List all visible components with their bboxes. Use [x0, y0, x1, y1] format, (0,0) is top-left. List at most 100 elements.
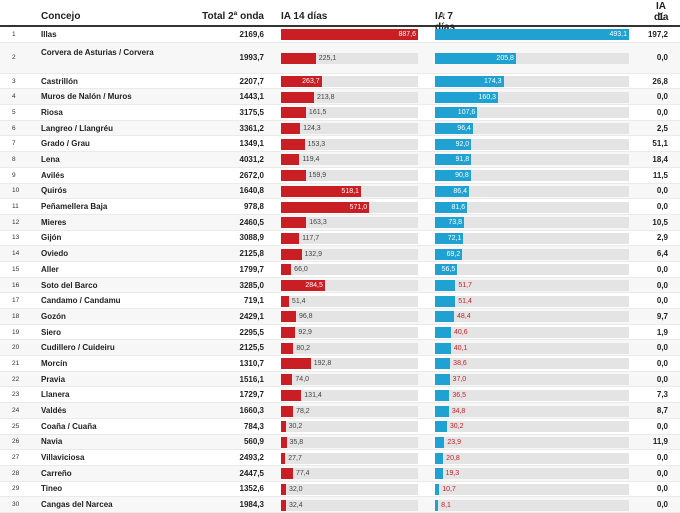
ia7-bar [435, 264, 458, 276]
municipality-name: Carreño [41, 468, 72, 478]
ia14-label: 263,7 [302, 78, 320, 86]
table-row[interactable]: 11 Peñamellera Baja 978,8 571,0 81,6 0,0 [0, 199, 680, 215]
table-row[interactable]: 10 Quirós 1640,8 518,1 86,4 0,0 [0, 183, 680, 200]
table-row[interactable]: 2 Corvera de Asturias / Corvera 1993,7 225,… [0, 42, 680, 74]
table-row[interactable]: 5 Riosa 3175,5 161,5 107,6 0,0 [0, 105, 680, 121]
row-rank: 11 [12, 203, 19, 211]
ia14-label: 78,2 [296, 407, 310, 415]
ia14-track [281, 185, 418, 197]
ia1-value: 2,5 [656, 123, 668, 133]
header-ia1[interactable]: IA 1 día [640, 1, 668, 23]
header-concejo[interactable]: Concejo [41, 11, 81, 22]
ia7-track [435, 232, 629, 244]
ia14-track [281, 217, 418, 229]
total-second-wave: 3175,5 [239, 107, 264, 117]
row-rank: 9 [12, 171, 16, 179]
ia1-value: 0,0 [656, 468, 668, 478]
ia14-track [281, 170, 418, 182]
municipality-name: Avilés [41, 170, 65, 180]
ia14-label: 163,3 [309, 219, 327, 227]
ia7-track [435, 52, 629, 64]
table-row[interactable]: 22 Pravia 1516,1 74,0 37,0 0,0 [0, 371, 680, 388]
table-row[interactable]: 24 Valdés 1660,3 78,2 34,8 8,7 [0, 403, 680, 419]
table-row[interactable]: 26 Navia 560,9 35,8 23,9 11,9 [0, 434, 680, 451]
header-total[interactable]: Total 2ª onda [202, 11, 264, 22]
ia7-bar [435, 76, 504, 88]
ia7-bar [435, 232, 464, 244]
table-row[interactable]: 18 Gozón 2429,1 96,8 48,4 9,7 [0, 309, 680, 325]
ia7-track [435, 29, 629, 41]
ia7-bar [435, 342, 451, 354]
total-second-wave: 2447,5 [239, 468, 264, 478]
table-row[interactable]: 19 Siero 2295,5 92,9 40,6 1,9 [0, 325, 680, 341]
table-row[interactable]: 8 Lena 4031,2 119,4 91,8 18,4 [0, 152, 680, 168]
ia14-track [281, 295, 418, 307]
ia7-track [435, 201, 629, 213]
table-row[interactable]: 6 Langreo / Llangréu 3361,2 124,3 96,4 2,5 [0, 120, 680, 137]
ia7-track [435, 154, 629, 166]
ia1-value: 10,5 [652, 217, 668, 227]
ia7-bar [435, 91, 499, 103]
table-row[interactable]: 21 Morcín 1310,7 192,8 38,6 0,0 [0, 356, 680, 372]
ia7-label: 40,1 [453, 344, 468, 352]
ia14-track [281, 91, 418, 103]
ia7-track [435, 421, 629, 433]
municipality-name: Cudillero / Cuideiru [41, 343, 115, 353]
ia14-label: 51,4 [291, 297, 306, 305]
ia14-label: 92,9 [298, 329, 312, 337]
table-row[interactable]: 25 Coaña / Cuaña 784,3 30,2 30,2 0,0 [0, 419, 680, 435]
row-rank: 15 [12, 265, 20, 273]
ia7-track [435, 295, 629, 307]
ia14-bar [281, 52, 316, 64]
table-row[interactable]: 23 Llanera 1729,7 131,4 36,5 7,3 [0, 387, 680, 404]
table-row[interactable]: 17 Candamo / Candamu 719,1 51,4 51,4 0,0 [0, 293, 680, 310]
ia14-bar [281, 76, 322, 88]
ia7-label: 493,1 [609, 31, 627, 39]
table-row[interactable]: 12 Mieres 2460,5 163,3 73,8 10,5 [0, 214, 680, 231]
table-row[interactable]: 30 Cangas del Narcea 1984,3 32,4 8,1 0,0 [0, 497, 680, 513]
table-row[interactable]: 4 Muros de Nalón / Muros 1443,1 213,8 160,3 0… [0, 89, 680, 106]
municipality-name: Llanera [41, 390, 70, 400]
ia7-track [435, 358, 629, 370]
table-row[interactable]: 9 Avilés 2672,0 159,9 90,8 11,5 [0, 168, 680, 184]
municipality-name: Coaña / Cuaña [41, 421, 97, 431]
ia7-label: 8,1 [441, 501, 451, 509]
header-ia14[interactable]: IA 14 días [281, 11, 328, 22]
ia1-value: 0,0 [656, 453, 668, 463]
table-row[interactable]: 7 Grado / Grau 1349,1 153,3 92,0 51,1 [0, 136, 680, 153]
table-row[interactable]: 27 Villaviciosa 2493,2 27,7 20,8 0,0 [0, 450, 680, 466]
ia7-track [435, 248, 629, 260]
ia14-label: 153,3 [307, 140, 326, 148]
table-row[interactable]: 13 Gijón 3088,9 117,7 72,1 2,9 [0, 231, 680, 247]
table-row[interactable]: 14 Oviedo 2125,8 132,9 69,2 6,4 [0, 246, 680, 262]
header-ia1-line2: día [654, 12, 669, 23]
ia14-label: 96,8 [298, 313, 313, 321]
ia14-label: 77,4 [295, 470, 310, 478]
ia14-bar [281, 232, 300, 244]
table-row[interactable]: 15 Aller 1799,7 66,0 56,5 0,0 [0, 262, 680, 278]
ia14-label: 117,7 [302, 234, 320, 242]
table-row[interactable]: 16 Soto del Barco 3285,0 284,5 51,7 0,0 [0, 277, 680, 294]
table-row[interactable]: 29 Tineo 1352,6 32,0 10,7 0,0 [0, 482, 680, 498]
total-second-wave: 1799,7 [239, 264, 264, 274]
ia7-track [435, 264, 629, 276]
municipality-name: Gijón [41, 233, 62, 243]
ia14-bar [281, 29, 418, 41]
ia1-value: 9,7 [656, 311, 668, 321]
table-row[interactable]: 20 Cudillero / Cuideiru 2125,5 80,2 40,1 0,0 [0, 340, 680, 357]
table-row[interactable]: 1 Illas 2169,6 887,6 493,1 197,2 [0, 27, 680, 43]
ia1-value: 0,0 [656, 186, 668, 196]
ia7-bar [435, 201, 468, 213]
ia14-track [281, 327, 418, 339]
ia7-bar [435, 499, 439, 511]
ia1-value: 6,4 [656, 249, 668, 259]
ia7-bar [435, 280, 456, 291]
ia7-label: 40,6 [453, 329, 468, 337]
table-row[interactable]: 3 Castrillón 2207,7 263,7 174,3 26,8 [0, 74, 680, 90]
row-rank: 13 [12, 234, 20, 242]
sort-triangle-icon[interactable]: ▼ [439, 11, 447, 20]
table-row[interactable]: 28 Carreño 2447,5 77,4 19,3 0,0 [0, 465, 680, 482]
ia14-label: 132,9 [304, 250, 323, 258]
total-second-wave: 2207,7 [239, 76, 264, 86]
total-second-wave: 1993,7 [239, 53, 264, 63]
